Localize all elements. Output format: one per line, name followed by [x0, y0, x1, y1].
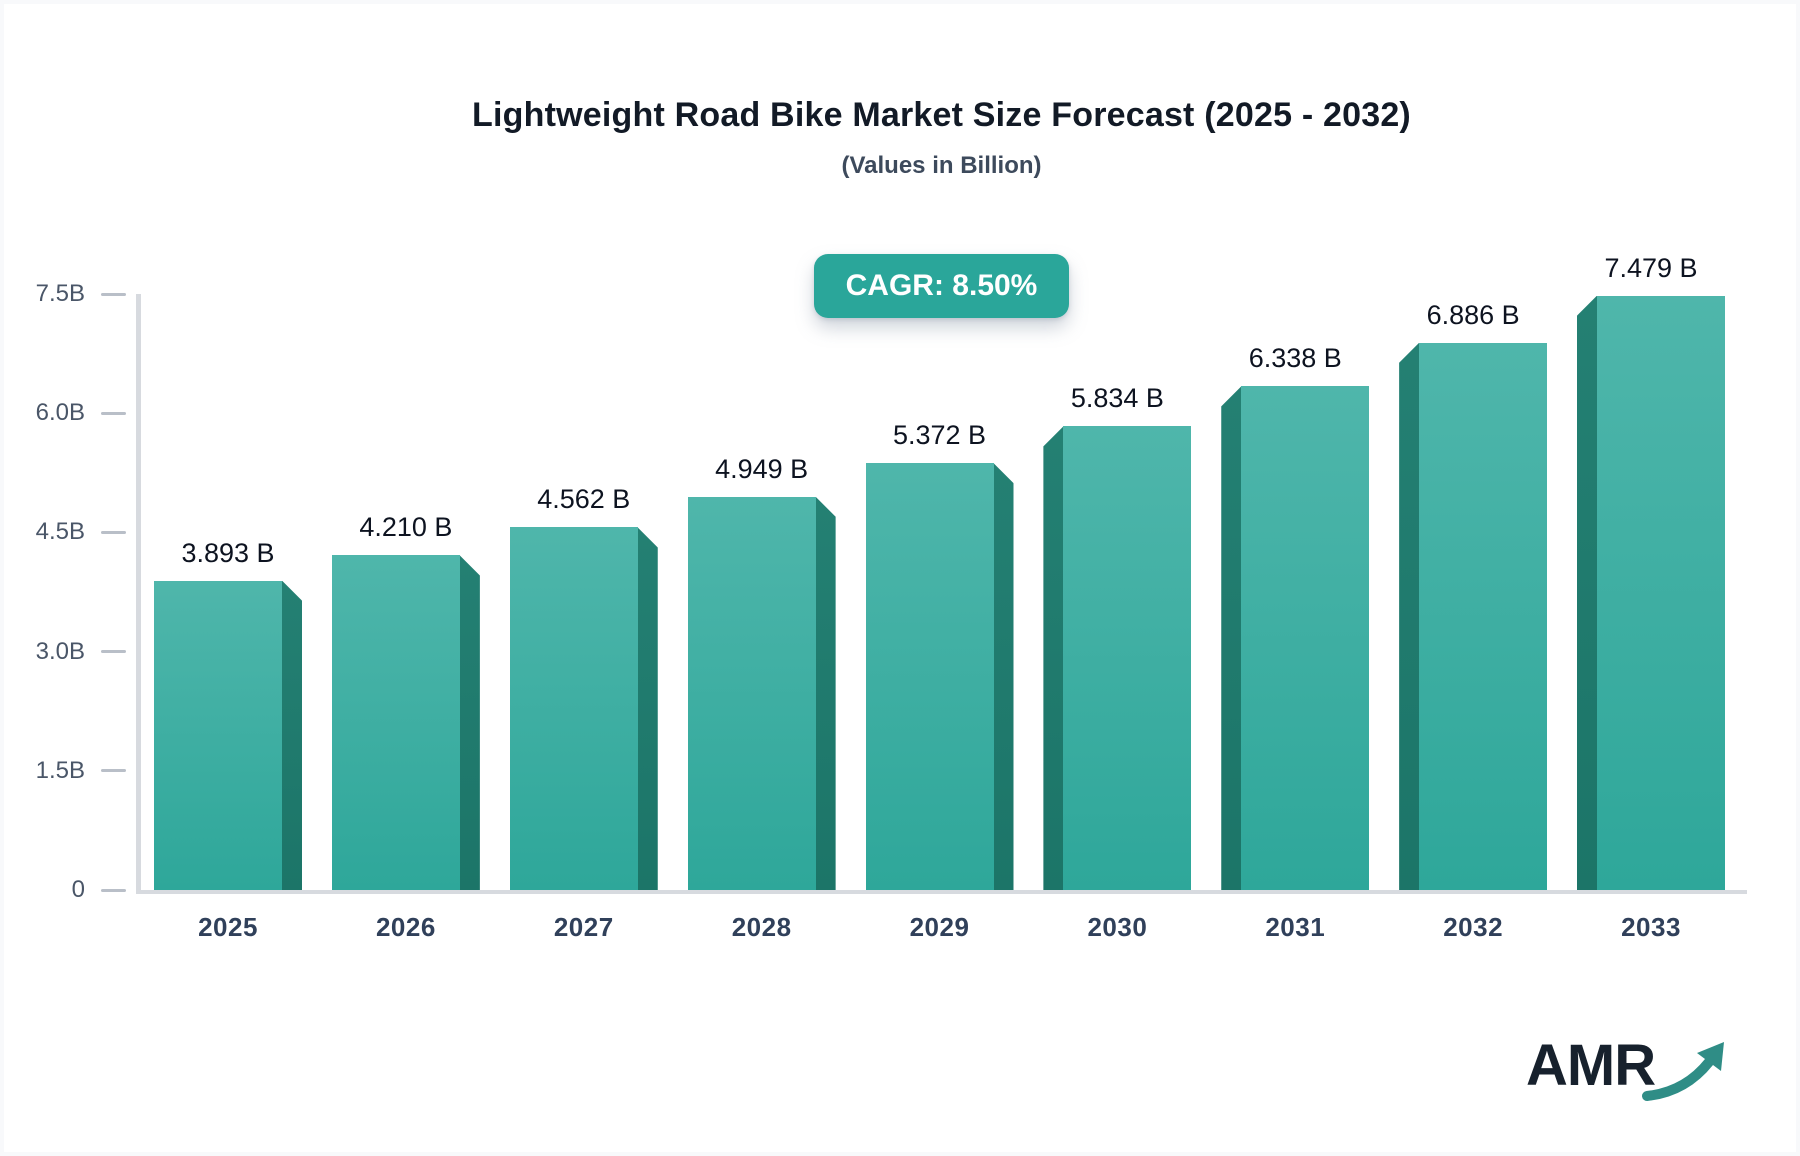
- bar: 5.834 B 2030: [1043, 383, 1192, 942]
- bar-face: [331, 555, 460, 890]
- bar-face: [1241, 386, 1370, 890]
- bar: 5.372 B 2029: [865, 420, 1014, 942]
- bar-value-label: 6.338 B: [1248, 343, 1342, 374]
- bar-value-label: 4.562 B: [537, 484, 631, 515]
- bar: 7.479 B 2033: [1577, 253, 1725, 942]
- bar-side-shade: [459, 555, 480, 890]
- bar-x-label: 2033: [1621, 912, 1681, 942]
- y-axis-tick: 3.0B: [27, 638, 126, 666]
- bar: 6.338 B 2031: [1221, 343, 1370, 942]
- y-axis-tick: 4.5B: [27, 518, 126, 546]
- bar-x-label: 2030: [1087, 912, 1148, 942]
- bar-value-label: 4.210 B: [359, 512, 453, 543]
- y-axis-tick-mark: [101, 530, 126, 534]
- bar-face: [1063, 426, 1192, 890]
- amr-logo: AMR: [1526, 1034, 1733, 1108]
- cagr-badge-row: CAGR: 8.50%: [136, 254, 1747, 318]
- bar-x-label: 2032: [1443, 912, 1504, 942]
- bar: 6.886 B 2032: [1399, 300, 1548, 942]
- bar-x-label: 2029: [909, 912, 970, 942]
- y-axis-tick: 6.0B: [27, 399, 126, 427]
- y-axis-tick-label: 3.0B: [35, 637, 85, 665]
- bar-x-label: 2025: [198, 912, 258, 942]
- bar-side-shade: [815, 496, 836, 890]
- bar: 4.210 B 2026: [331, 512, 480, 942]
- y-axis-tick-mark: [101, 888, 126, 892]
- chart-title: Lightweight Road Bike Market Size Foreca…: [472, 96, 1411, 134]
- bar-side-shade: [282, 580, 302, 890]
- growth-arrow-icon: [1642, 1042, 1725, 1101]
- chart-subtitle: (Values in Billion): [841, 152, 1042, 179]
- bar-face: [154, 580, 282, 890]
- bar-x-label: 2027: [553, 912, 614, 942]
- bar-value-label: 5.372 B: [892, 420, 987, 451]
- bar-value-label: 7.479 B: [1604, 252, 1698, 283]
- bar-side-shade: [1577, 295, 1597, 890]
- cagr-badge: CAGR: 8.50%: [813, 254, 1070, 318]
- bar-side-shade: [637, 527, 658, 890]
- bar-x-label: 2031: [1265, 912, 1326, 942]
- plot-area: 3.893 B 2025 4.210 B 2026 4.562 B 2027 4…: [36, 253, 1747, 942]
- bar-face: [687, 496, 816, 890]
- y-axis-tick-label: 1.5B: [35, 756, 85, 784]
- y-axis-tick-mark: [101, 411, 126, 415]
- bar-face: [1597, 295, 1725, 890]
- bar-value-label: 5.834 B: [1070, 383, 1164, 414]
- y-axis-tick-label: 7.5B: [35, 280, 85, 307]
- y-axis-tick-mark: [101, 292, 126, 296]
- y-axis-tick-mark: [101, 650, 126, 654]
- bar-x-label: 2028: [731, 912, 792, 942]
- bar: 3.893 B 2025: [154, 538, 302, 942]
- bar-x-label: 2026: [375, 912, 436, 942]
- bar-side-shade: [1399, 342, 1420, 890]
- bar-value-label: 6.886 B: [1426, 299, 1520, 330]
- bar-face: [509, 527, 638, 890]
- bar: 4.949 B 2028: [687, 454, 836, 942]
- amr-logo-text: AMR: [1526, 1033, 1656, 1098]
- bars-container: 3.893 B 2025 4.210 B 2026 4.562 B 2027 4…: [141, 253, 1747, 942]
- bar-face: [865, 463, 994, 890]
- bar: 4.562 B 2027: [509, 484, 658, 942]
- bar-side-shade: [993, 463, 1014, 890]
- y-axis-tick: 0: [27, 876, 126, 904]
- bar-face: [1419, 342, 1548, 890]
- y-axis-tick-label: 0: [71, 876, 85, 903]
- y-axis-tick: 1.5B: [27, 757, 126, 785]
- y-axis-tick-label: 4.5B: [35, 518, 85, 546]
- y-axis-tick-mark: [101, 769, 126, 773]
- y-axis-tick: 7.5B: [27, 280, 126, 308]
- bar-value-label: 3.893 B: [181, 537, 275, 568]
- bar-side-shade: [1221, 386, 1242, 890]
- y-axis-tick-label: 6.0B: [35, 399, 85, 427]
- bar-value-label: 4.949 B: [715, 453, 809, 484]
- bar-side-shade: [1043, 426, 1064, 890]
